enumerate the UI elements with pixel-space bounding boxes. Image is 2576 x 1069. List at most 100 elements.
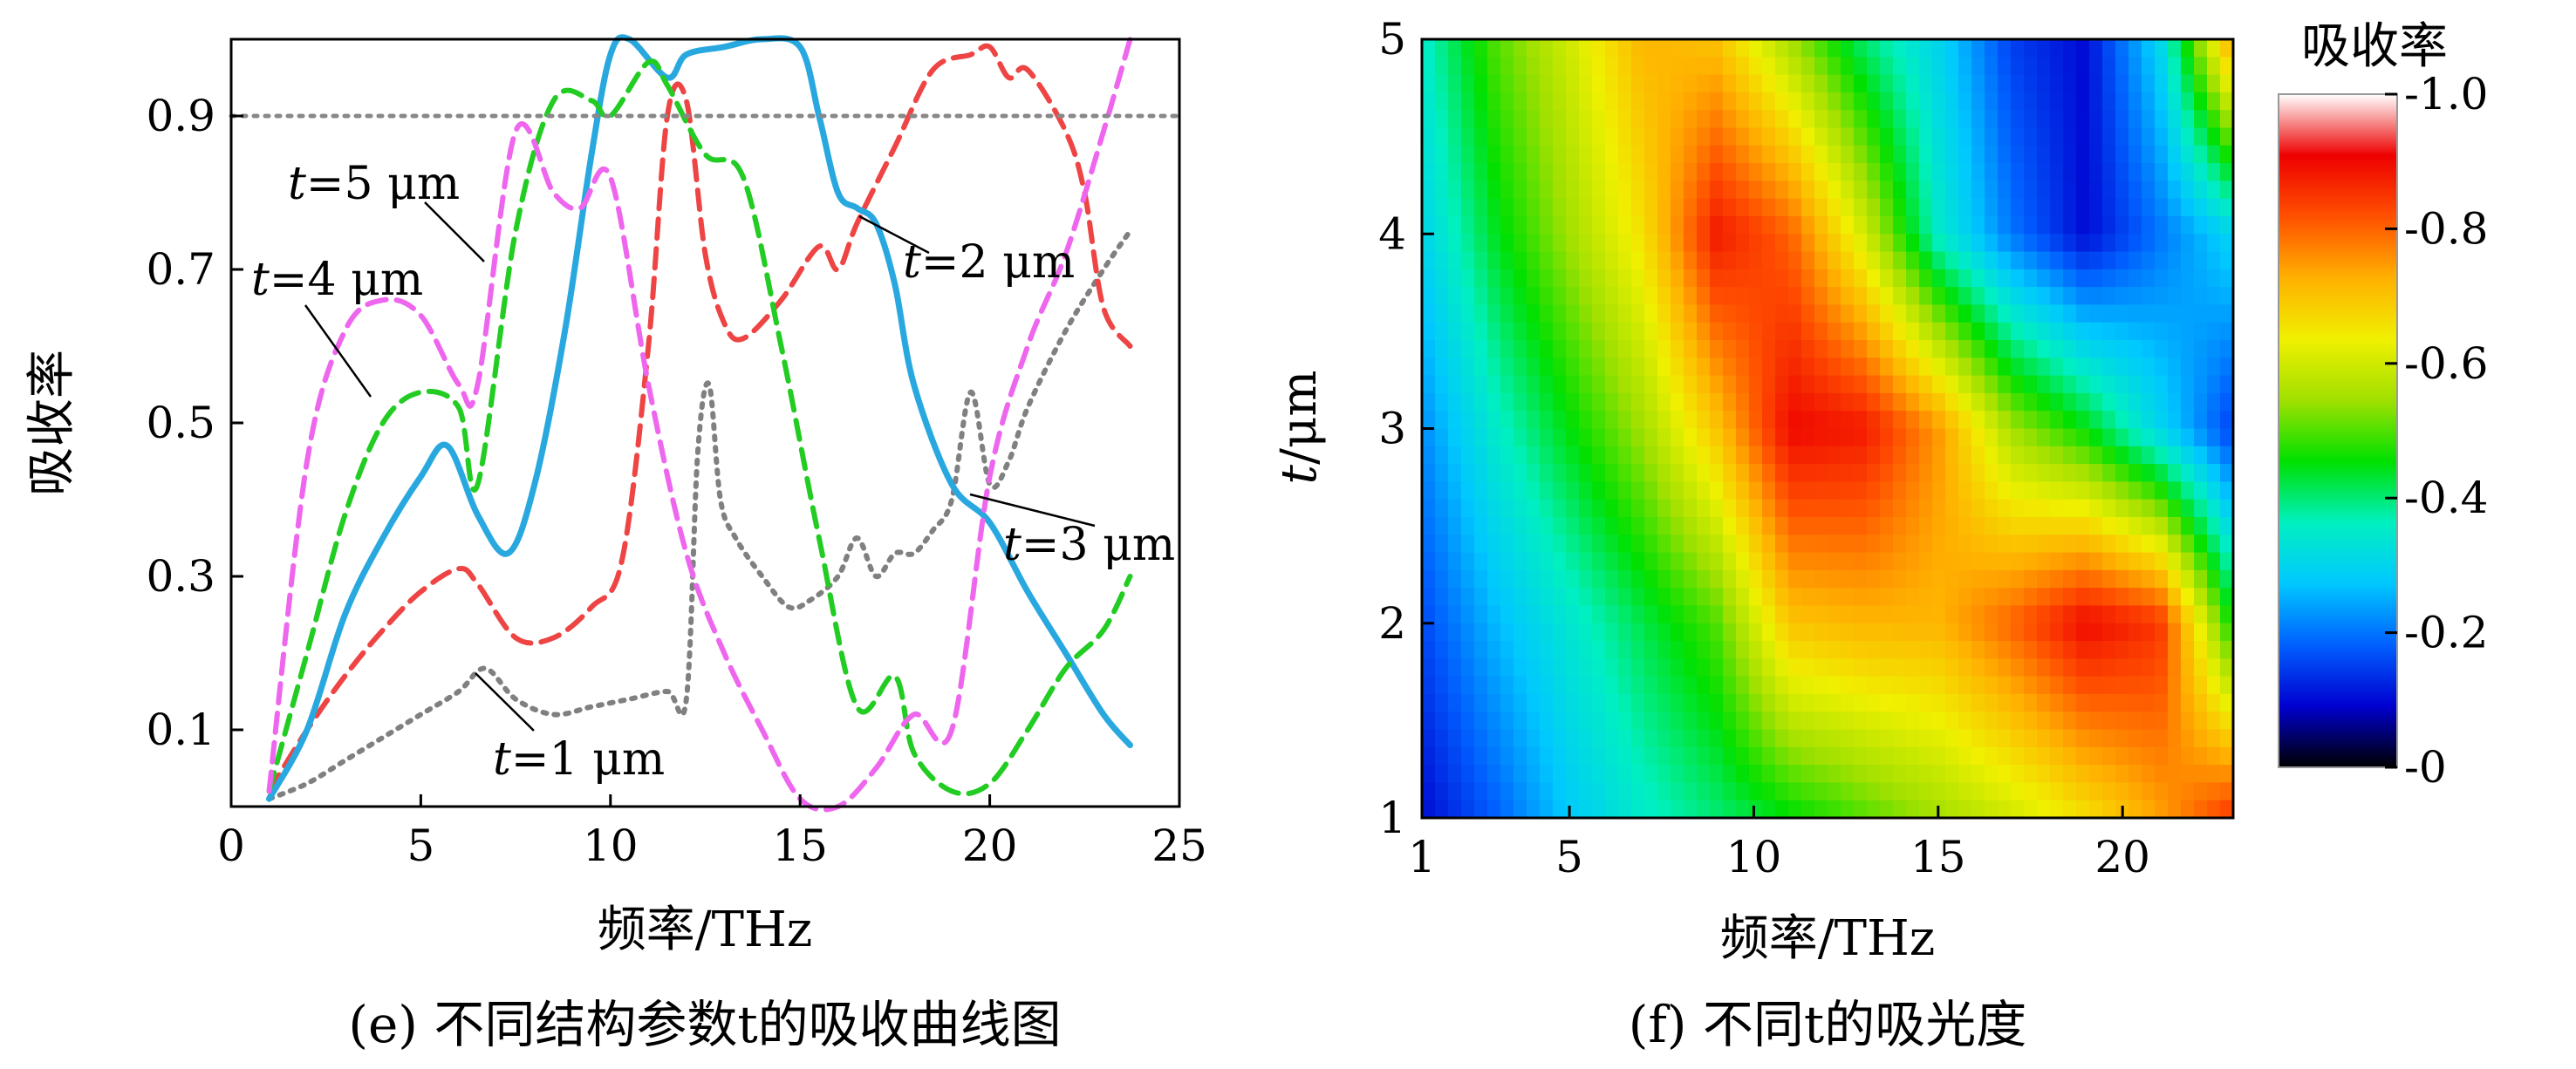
heatmap-cell [1828,499,1841,518]
heatmap-cell [2181,215,2195,235]
heatmap-cell [1540,163,1554,182]
heatmap-cell [1422,746,1436,766]
heatmap-cell [2128,269,2142,288]
heatmap-cell [1985,676,1999,695]
heatmap-cell [1710,215,1724,235]
heatmap-cell [1880,499,1894,518]
heatmap-cell [1775,605,1789,624]
heatmap-cell [1566,57,1580,76]
heatmap-cell [1435,552,1449,571]
heatmap-cell [1932,641,1946,660]
heatmap-cell [2155,516,2169,536]
heatmap-cell [1566,499,1580,518]
heatmap-cell [1906,375,1920,394]
heatmap-cell [1540,534,1554,554]
heatmap-cell [2181,180,2195,200]
heatmap-cell [2102,180,2116,200]
heatmap-cell [1513,92,1527,111]
heatmap-cell [1841,782,1855,801]
heatmap-cell [1553,340,1567,359]
heatmap-cell [1893,357,1907,377]
heatmap-cell [1854,605,1868,624]
heatmap-cell [2024,693,2038,713]
heatmap-cell [1657,658,1671,677]
heatmap-cell [2220,588,2233,607]
heatmap-cell [1579,110,1593,129]
heatmap-cell [2089,499,2103,518]
heatmap-cell [1762,234,1776,253]
heatmap-cell [1932,481,1946,500]
heatmap-cell [1513,110,1527,129]
heatmap-cell [2194,658,2208,677]
heatmap-cell [2181,411,2195,430]
heatmap-cell [1736,729,1750,748]
heatmap-cell [1958,322,1972,341]
heatmap-cell [2063,287,2077,306]
heatmap-cell [1605,92,1619,111]
heatmap-cell [1422,800,1436,818]
heatmap-cell [1828,712,1841,731]
heatmap-cell [1592,163,1606,182]
heatmap-cell [2076,499,2090,518]
heatmap-cell [1736,234,1750,253]
heatmap-cell [1945,499,1959,518]
heatmap-cell [2207,251,2221,270]
heatmap-cell [2181,464,2195,483]
heatmap-cell [1945,428,1959,447]
heatmap-cell [1422,163,1436,182]
heatmap-cell [2194,746,2208,766]
heatmap-cell [1500,357,1514,377]
heatmap-cell [1919,215,1933,235]
heatmap-cell [1736,516,1750,536]
heatmap-cell [1618,127,1632,146]
svg-text:t=2 μm: t=2 μm [903,236,1075,289]
heatmap-cell [1828,729,1841,748]
heatmap-cell [1605,782,1619,801]
heatmap-cell [1448,569,1462,589]
heatmap-cell [1540,322,1554,341]
heatmap-cell [1906,676,1920,695]
heatmap-cell [2011,588,2025,607]
heatmap-cell [1487,357,1501,377]
heatmap-cell [1618,746,1632,766]
heatmap-cell [2076,357,2090,377]
heatmap-cell [1644,800,1658,818]
heatmap-cell [1985,251,1999,270]
heatmap-cell [2168,446,2182,465]
heatmap-cell [1998,127,2012,146]
heatmap-cell [1945,605,1959,624]
heatmap-cell [1592,375,1606,394]
heatmap-cell [1998,569,2012,589]
heatmap-cell [1684,588,1698,607]
heatmap-cell [1710,534,1724,554]
heatmap-cell [1618,392,1632,412]
heatmap-cell [1474,534,1488,554]
heatmap-cell [2128,57,2142,76]
heatmap-cell [1461,215,1475,235]
heatmap-cell [1540,215,1554,235]
heatmap-cell [1422,534,1436,554]
heatmap-cell [1605,588,1619,607]
heatmap-cell [2050,287,2064,306]
heatmap-cell [2037,623,2051,642]
heatmap-cell [2102,110,2116,129]
heatmap-cell [2076,446,2090,465]
heatmap-cell [1566,623,1580,642]
heatmap-cell [1893,39,1907,58]
heatmap-cell [1775,623,1789,642]
heatmap-cell [1788,357,1802,377]
heatmap-cell [2050,729,2064,748]
heatmap-cell [1448,269,1462,288]
heatmap-cell [1788,641,1802,660]
heatmap-cell [1971,569,1985,589]
heatmap-cell [1540,74,1554,93]
heatmap-cell [1854,110,1868,129]
heatmap-cell [1998,641,2012,660]
heatmap-cell [1487,322,1501,341]
heatmap-cell [1893,251,1907,270]
heatmap-cell [2220,658,2233,677]
heatmap-cell [1762,800,1776,818]
heatmap-cell [1422,180,1436,200]
heatmap-cell [1697,110,1711,129]
